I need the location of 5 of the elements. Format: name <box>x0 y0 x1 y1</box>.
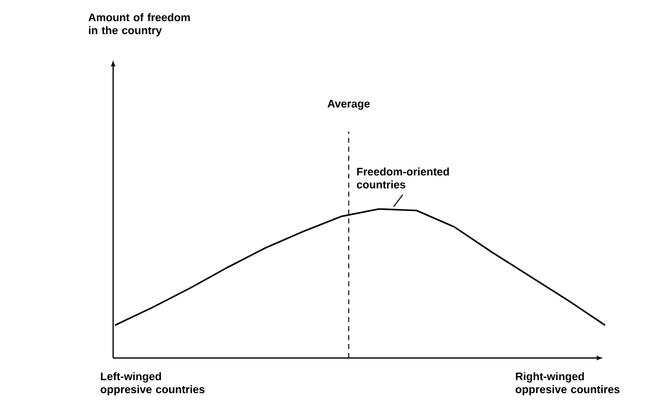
text: Amount of freedom in the country <box>88 13 190 36</box>
text: Freedom-oriented countries <box>356 167 449 188</box>
text: Right-winged oppresive countires <box>516 372 620 396</box>
text: Left-winged oppresive countries <box>100 372 204 396</box>
text: Average <box>328 100 370 110</box>
